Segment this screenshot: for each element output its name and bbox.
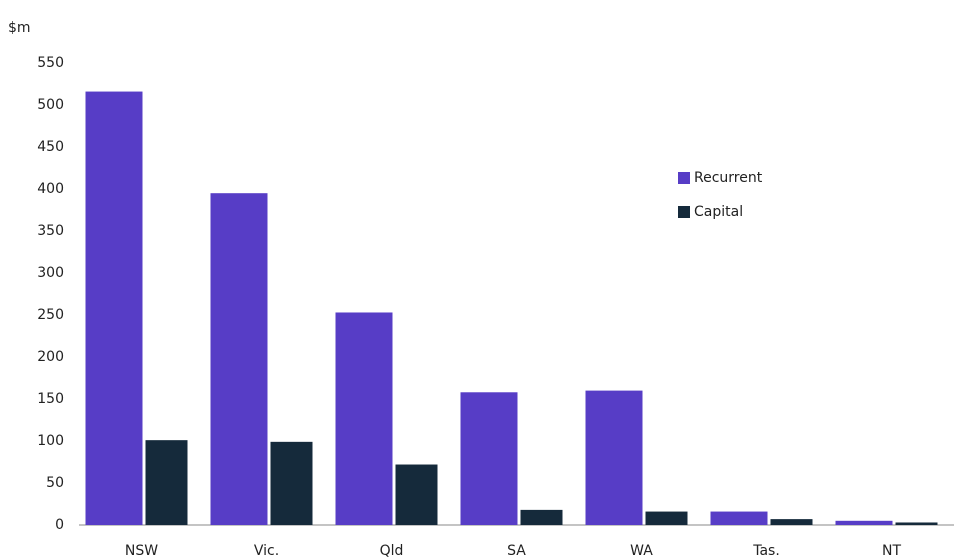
y-tick-label: 150 [37, 391, 64, 407]
bar [395, 464, 438, 525]
bar [270, 441, 313, 525]
bar [895, 522, 938, 525]
y-tick-label: 0 [55, 517, 64, 533]
y-tick-label: 450 [37, 139, 64, 155]
x-tick-label: SA [507, 543, 526, 559]
bar [335, 312, 393, 525]
x-tick-label: Qld [380, 543, 404, 559]
x-tick-label: NSW [125, 543, 158, 559]
bar [145, 440, 188, 525]
bar [520, 509, 563, 525]
bar [710, 511, 768, 525]
y-tick-label: 50 [46, 475, 64, 491]
bar [85, 91, 143, 525]
bar [645, 511, 688, 525]
x-tick-label: NT [882, 543, 901, 559]
legend-swatch [678, 206, 690, 218]
legend-swatch [678, 172, 690, 184]
legend-label: Recurrent [694, 170, 763, 186]
bar [460, 392, 518, 525]
y-axis-label: $m [8, 20, 31, 36]
y-tick-label: 500 [37, 97, 64, 113]
bar [770, 519, 813, 525]
y-tick-label: 250 [37, 307, 64, 323]
legend-label: Capital [694, 204, 743, 220]
y-tick-label: 550 [37, 55, 64, 71]
y-tick-label: 200 [37, 349, 64, 365]
x-tick-label: WA [630, 543, 653, 559]
bar [835, 520, 893, 525]
y-tick-label: 400 [37, 181, 64, 197]
x-tick-label: Tas. [752, 543, 780, 559]
bar [210, 193, 268, 525]
y-tick-label: 300 [37, 265, 64, 281]
y-tick-label: 350 [37, 223, 64, 239]
x-tick-label: Vic. [254, 543, 279, 559]
y-tick-label: 100 [37, 433, 64, 449]
bar [585, 390, 643, 525]
